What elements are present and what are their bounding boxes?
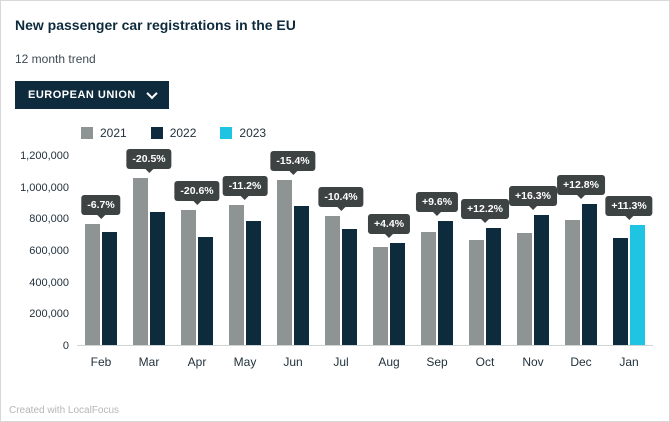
y-tick-label: 1,000,000 [20, 181, 69, 194]
pct-change-badge: -11.2% [222, 175, 268, 200]
bar-2021-Apr[interactable] [181, 209, 196, 345]
bar-group-Jul: -10.4% Jul [317, 156, 365, 369]
bars [277, 156, 309, 345]
bar-2022-Aug[interactable] [390, 242, 405, 345]
bar-2022-Feb[interactable] [102, 231, 117, 345]
y-tick-label: 800,000 [29, 213, 69, 226]
x-axis-label: Mar [138, 355, 160, 369]
bar-2021-May[interactable] [229, 204, 244, 345]
pct-change-badge: +12.8% [557, 175, 605, 200]
bar-2022-Sep[interactable] [438, 220, 453, 345]
bar-2023-Jan[interactable] [630, 225, 645, 345]
bar-group-May: -11.2% May [221, 156, 269, 369]
legend-swatch [150, 127, 163, 139]
bar-2022-Oct[interactable] [486, 227, 501, 345]
bars [181, 156, 213, 345]
bar-group-Aug: +4.4% Aug [365, 156, 413, 369]
bars [325, 156, 357, 345]
page-title: New passenger car registrations in the E… [15, 17, 296, 33]
pct-change-badge: +16.3% [509, 186, 557, 211]
legend-item-2023: 2023 [220, 126, 266, 140]
bars [613, 156, 645, 345]
bar-group-Dec: +12.8% Dec [557, 156, 605, 369]
x-axis-label: Dec [570, 355, 592, 369]
pct-change-badge: +11.3% [605, 196, 653, 221]
pct-change-badge: -6.7% [81, 194, 121, 219]
bar-2022-Nov[interactable] [534, 215, 549, 345]
bars [229, 156, 261, 345]
pct-change-badge: +4.4% [367, 213, 411, 238]
bar-group-Apr: -20.6% Apr [173, 156, 221, 369]
bars [565, 156, 597, 345]
region-dropdown-label: EUROPEAN UNION [28, 89, 136, 101]
legend: 2021 2022 2023 [81, 126, 657, 140]
legend-item-2021: 2021 [81, 126, 127, 140]
y-axis: 1,200,000 1,000,000 800,000 600,000 400,000 2… [15, 150, 77, 352]
x-axis-label: Apr [187, 355, 207, 369]
chevron-down-icon [146, 87, 158, 100]
pct-change-badge: +9.6% [415, 191, 459, 216]
bar-2022-May[interactable] [246, 220, 261, 345]
bar-group-Feb: -6.7% Feb [77, 156, 125, 369]
bar-2022-Mar[interactable] [150, 211, 165, 345]
bar-2021-Aug[interactable] [373, 247, 388, 345]
y-tick-label: 200,000 [29, 308, 69, 321]
bars [517, 156, 549, 345]
legend-swatch [220, 127, 233, 139]
bars [85, 156, 117, 345]
pct-change-badge: -20.6% [174, 180, 220, 205]
plot-area: -6.7% Feb -20.5% Mar -20.6% Apr -11.2% May -15.4… [77, 149, 653, 369]
pct-change-badge: -15.4% [270, 151, 316, 176]
footer-credit: Created with LocalFocus [9, 405, 120, 416]
region-dropdown[interactable]: EUROPEAN UNION [15, 81, 169, 109]
chart: 1,200,000 1,000,000 800,000 600,000 400,000 2… [15, 149, 657, 369]
legend-swatch [81, 127, 93, 139]
bar-2021-Mar[interactable] [133, 178, 148, 345]
bar-2022-Jun[interactable] [294, 205, 309, 345]
bar-2021-Jun[interactable] [277, 180, 292, 345]
bars [133, 156, 165, 345]
bar-group-Mar: -20.5% Mar [125, 149, 173, 369]
bar-2022-Dec[interactable] [582, 204, 597, 345]
pct-change-badge: +12.2% [461, 198, 509, 223]
bar-2021-Sep[interactable] [421, 231, 436, 345]
pct-change-badge: -10.4% [318, 186, 364, 211]
y-tick-label: 1,200,000 [20, 150, 69, 162]
pct-change-badge: -20.5% [126, 149, 172, 174]
legend-item-2022: 2022 [150, 126, 197, 140]
bar-2022-Jan[interactable] [613, 237, 628, 345]
bars [421, 156, 453, 345]
bar-2021-Jul[interactable] [325, 215, 340, 345]
legend-label: 2023 [239, 126, 267, 140]
x-axis-label: Oct [475, 355, 495, 369]
x-axis-label: Aug [378, 355, 400, 369]
bar-group-Jan: +11.3% Jan [605, 156, 653, 369]
bars [469, 156, 501, 345]
legend-label: 2022 [169, 126, 197, 140]
x-axis-label: Sep [426, 355, 448, 369]
bar-2022-Jul[interactable] [342, 229, 357, 345]
bar-2022-Apr[interactable] [198, 237, 213, 345]
bar-group-Oct: +12.2% Oct [461, 156, 509, 369]
x-axis-label: May [233, 355, 257, 369]
bar-2021-Nov[interactable] [517, 233, 532, 345]
x-axis-label: Jan [619, 355, 639, 369]
bar-group-Jun: -15.4% Jun [269, 151, 317, 369]
x-axis-label: Feb [90, 355, 112, 369]
x-axis-label: Jul [333, 355, 349, 369]
chart-subtitle: 12 month trend [15, 52, 96, 66]
y-tick-label: 400,000 [29, 276, 69, 289]
y-tick-label: 0 [62, 340, 69, 352]
x-axis-label: Jun [283, 355, 303, 369]
y-tick-label: 600,000 [29, 245, 69, 257]
x-axis-label: Nov [522, 355, 544, 369]
bar-2021-Feb[interactable] [85, 223, 100, 345]
bar-2021-Dec[interactable] [565, 219, 580, 345]
legend-label: 2021 [100, 126, 127, 140]
bar-group-Nov: +16.3% Nov [509, 156, 557, 369]
bar-group-Sep: +9.6% Sep [413, 156, 461, 369]
bar-2021-Oct[interactable] [469, 240, 484, 345]
bars [373, 156, 405, 345]
